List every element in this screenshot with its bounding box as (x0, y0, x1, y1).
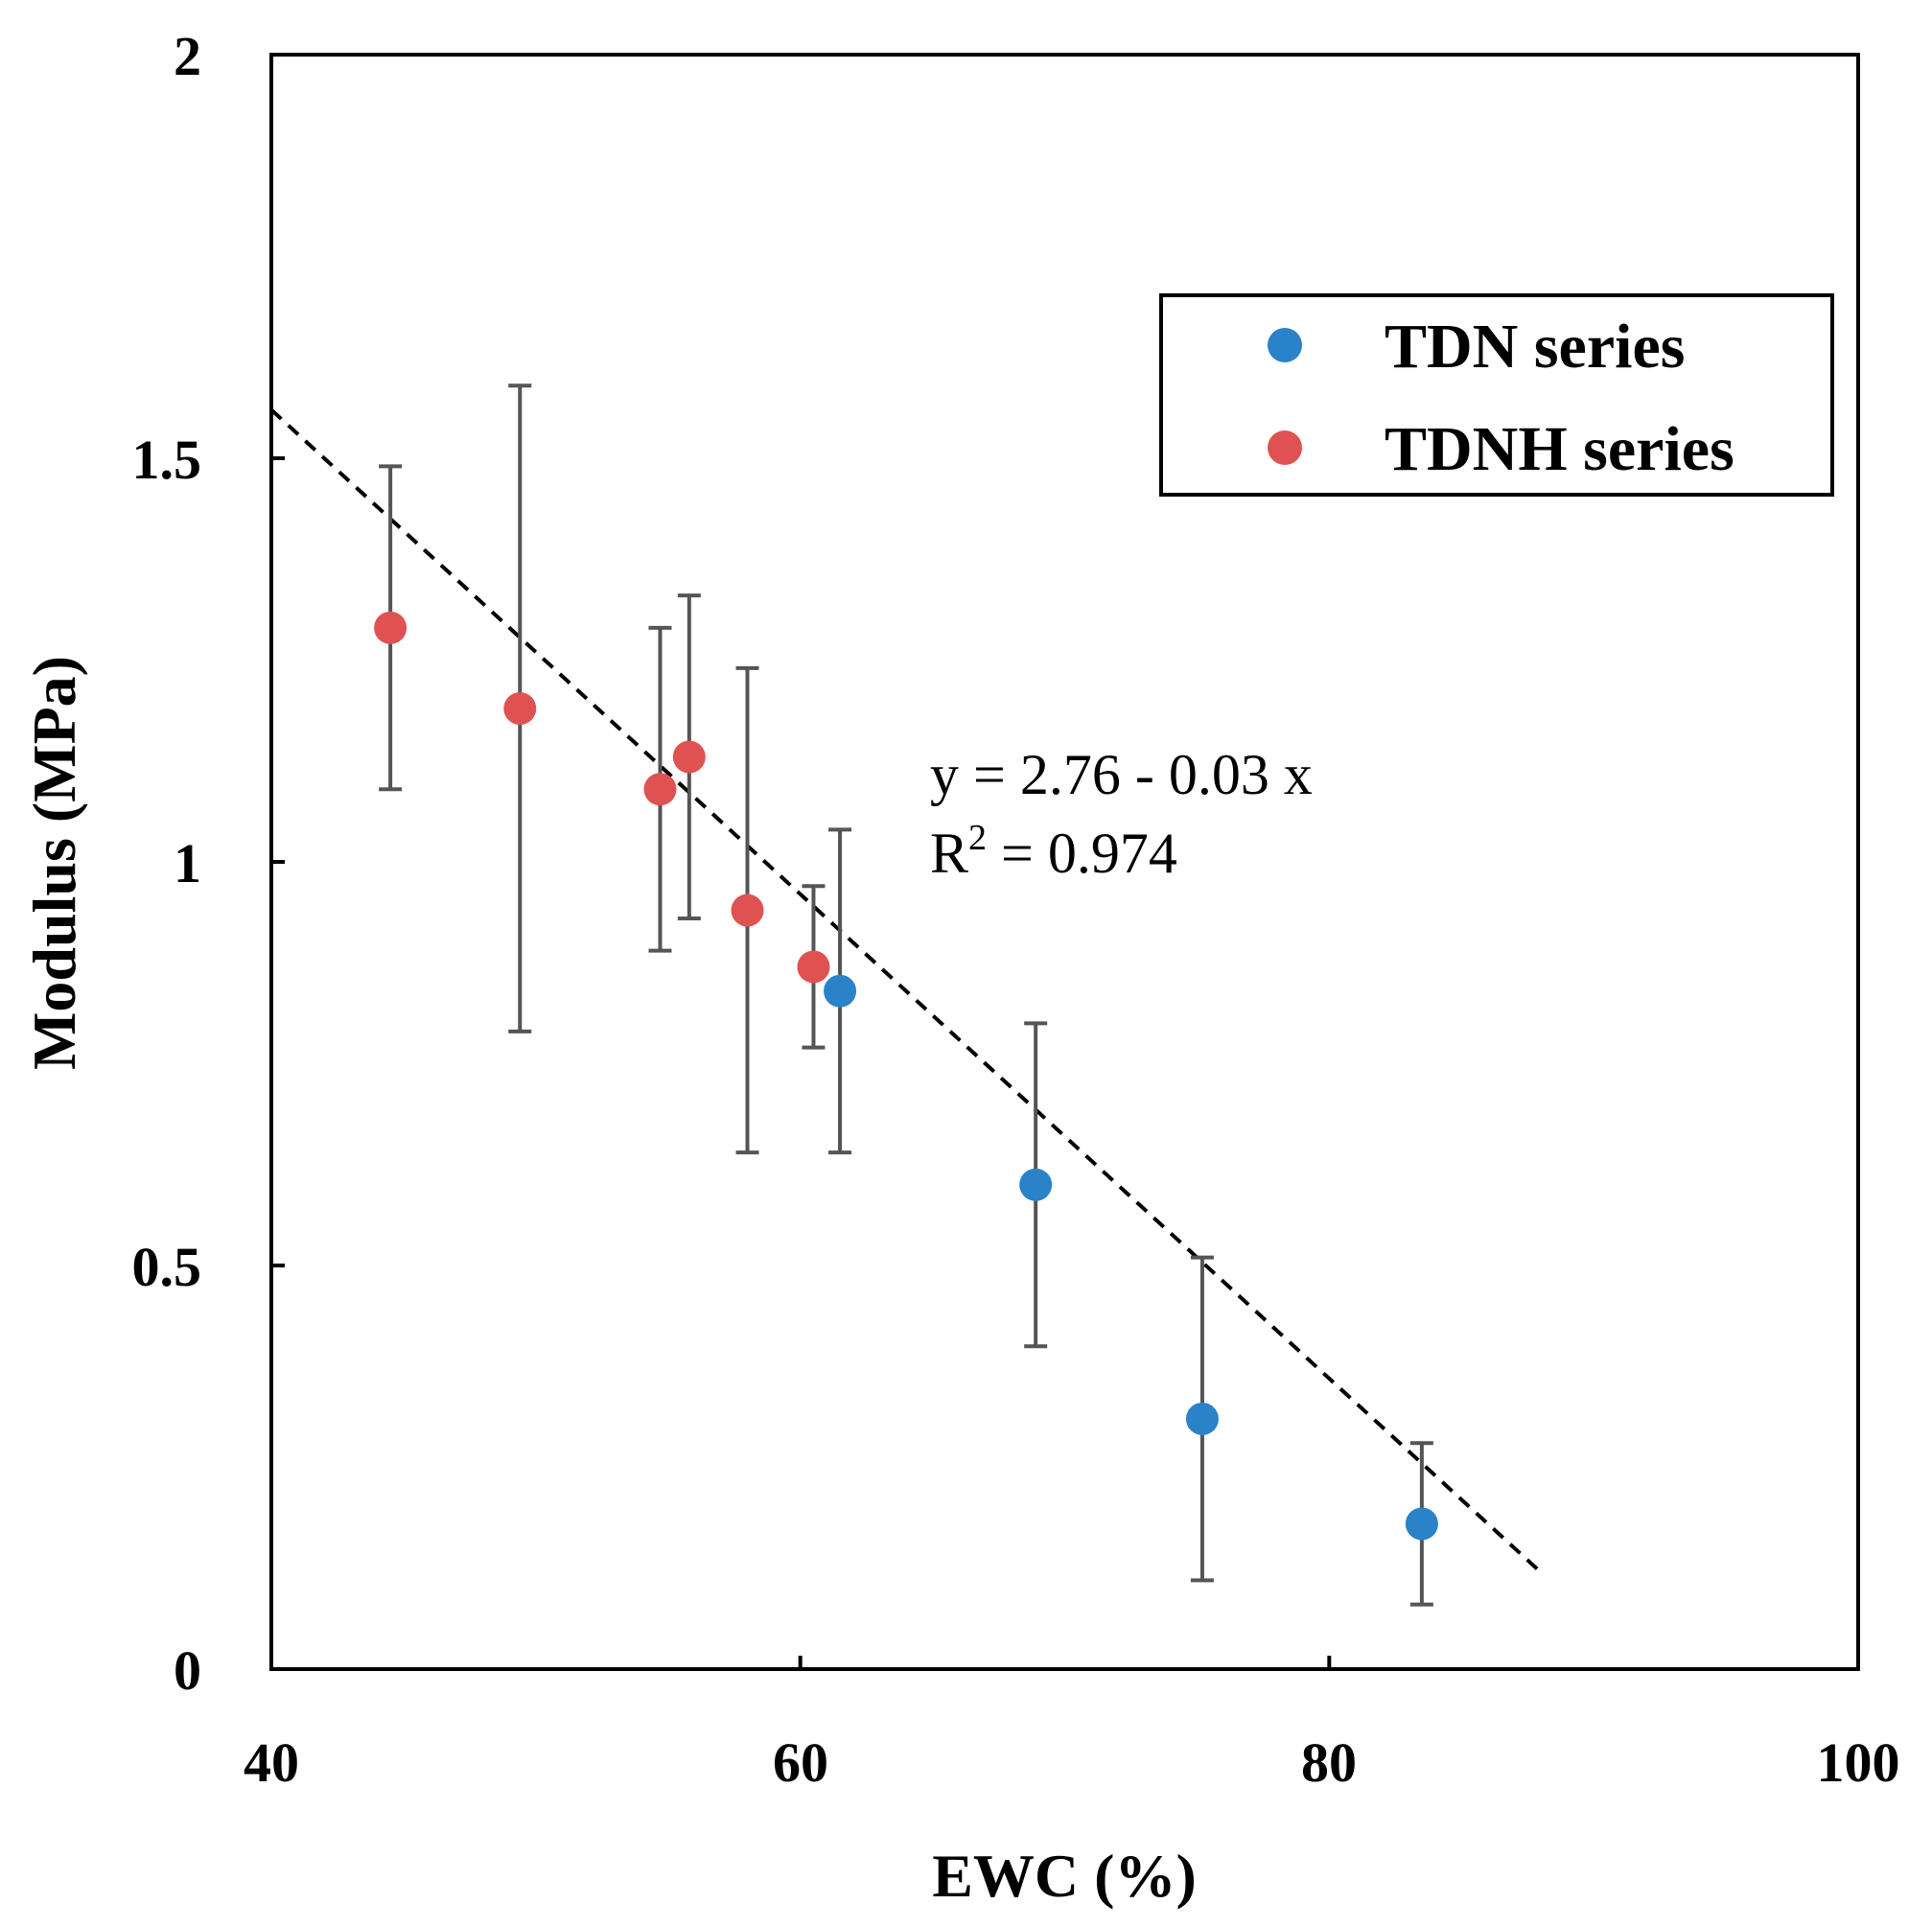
tdn-point (1019, 1168, 1053, 1201)
x-tick-label: 100 (1817, 1731, 1900, 1794)
fit-r-squared: R2 = 0.974 (930, 818, 1177, 885)
tdn-point (1185, 1402, 1219, 1435)
tdn-point (824, 974, 857, 1008)
y-axis-title: Modulus (MPa) (20, 656, 88, 1070)
tdnh-point (503, 692, 537, 726)
tick-layer (269, 53, 1860, 1671)
tdnh-point (731, 894, 764, 927)
x-tick-label: 40 (244, 1731, 299, 1794)
fit-layer (269, 408, 1543, 1574)
legend-marker-tdnh (1268, 430, 1302, 465)
tdnh-point (643, 773, 677, 806)
r2-value: = 0.974 (987, 822, 1177, 885)
legend-label-tdn: TDN series (1385, 312, 1685, 382)
y-tick-label: 0 (174, 1639, 201, 1702)
point-layer (374, 611, 1438, 1541)
x-tick-label: 60 (773, 1731, 828, 1794)
r2-prefix: R (930, 822, 968, 885)
tdn-point (1405, 1507, 1438, 1541)
y-tick-label: 1 (174, 832, 201, 894)
tdnh-point (374, 611, 407, 644)
x-axis-title: EWC (%) (932, 1842, 1197, 1910)
r2-superscript: 2 (968, 818, 987, 858)
legend-marker-tdn (1268, 328, 1302, 362)
legend: TDN series TDNH series (1159, 293, 1834, 497)
x-tick-label: 80 (1301, 1731, 1357, 1794)
y-tick-label: 2 (174, 25, 201, 87)
y-tick-label: 1.5 (132, 429, 202, 491)
tdnh-point (672, 740, 706, 774)
fit-equation: y = 2.76 - 0.03 x (930, 743, 1313, 806)
y-tick-label: 0.5 (132, 1236, 202, 1298)
legend-label-tdnh: TDNH series (1385, 414, 1734, 484)
fit-line (269, 408, 1543, 1574)
tdnh-point (797, 950, 830, 984)
legend-box (1159, 293, 1834, 497)
